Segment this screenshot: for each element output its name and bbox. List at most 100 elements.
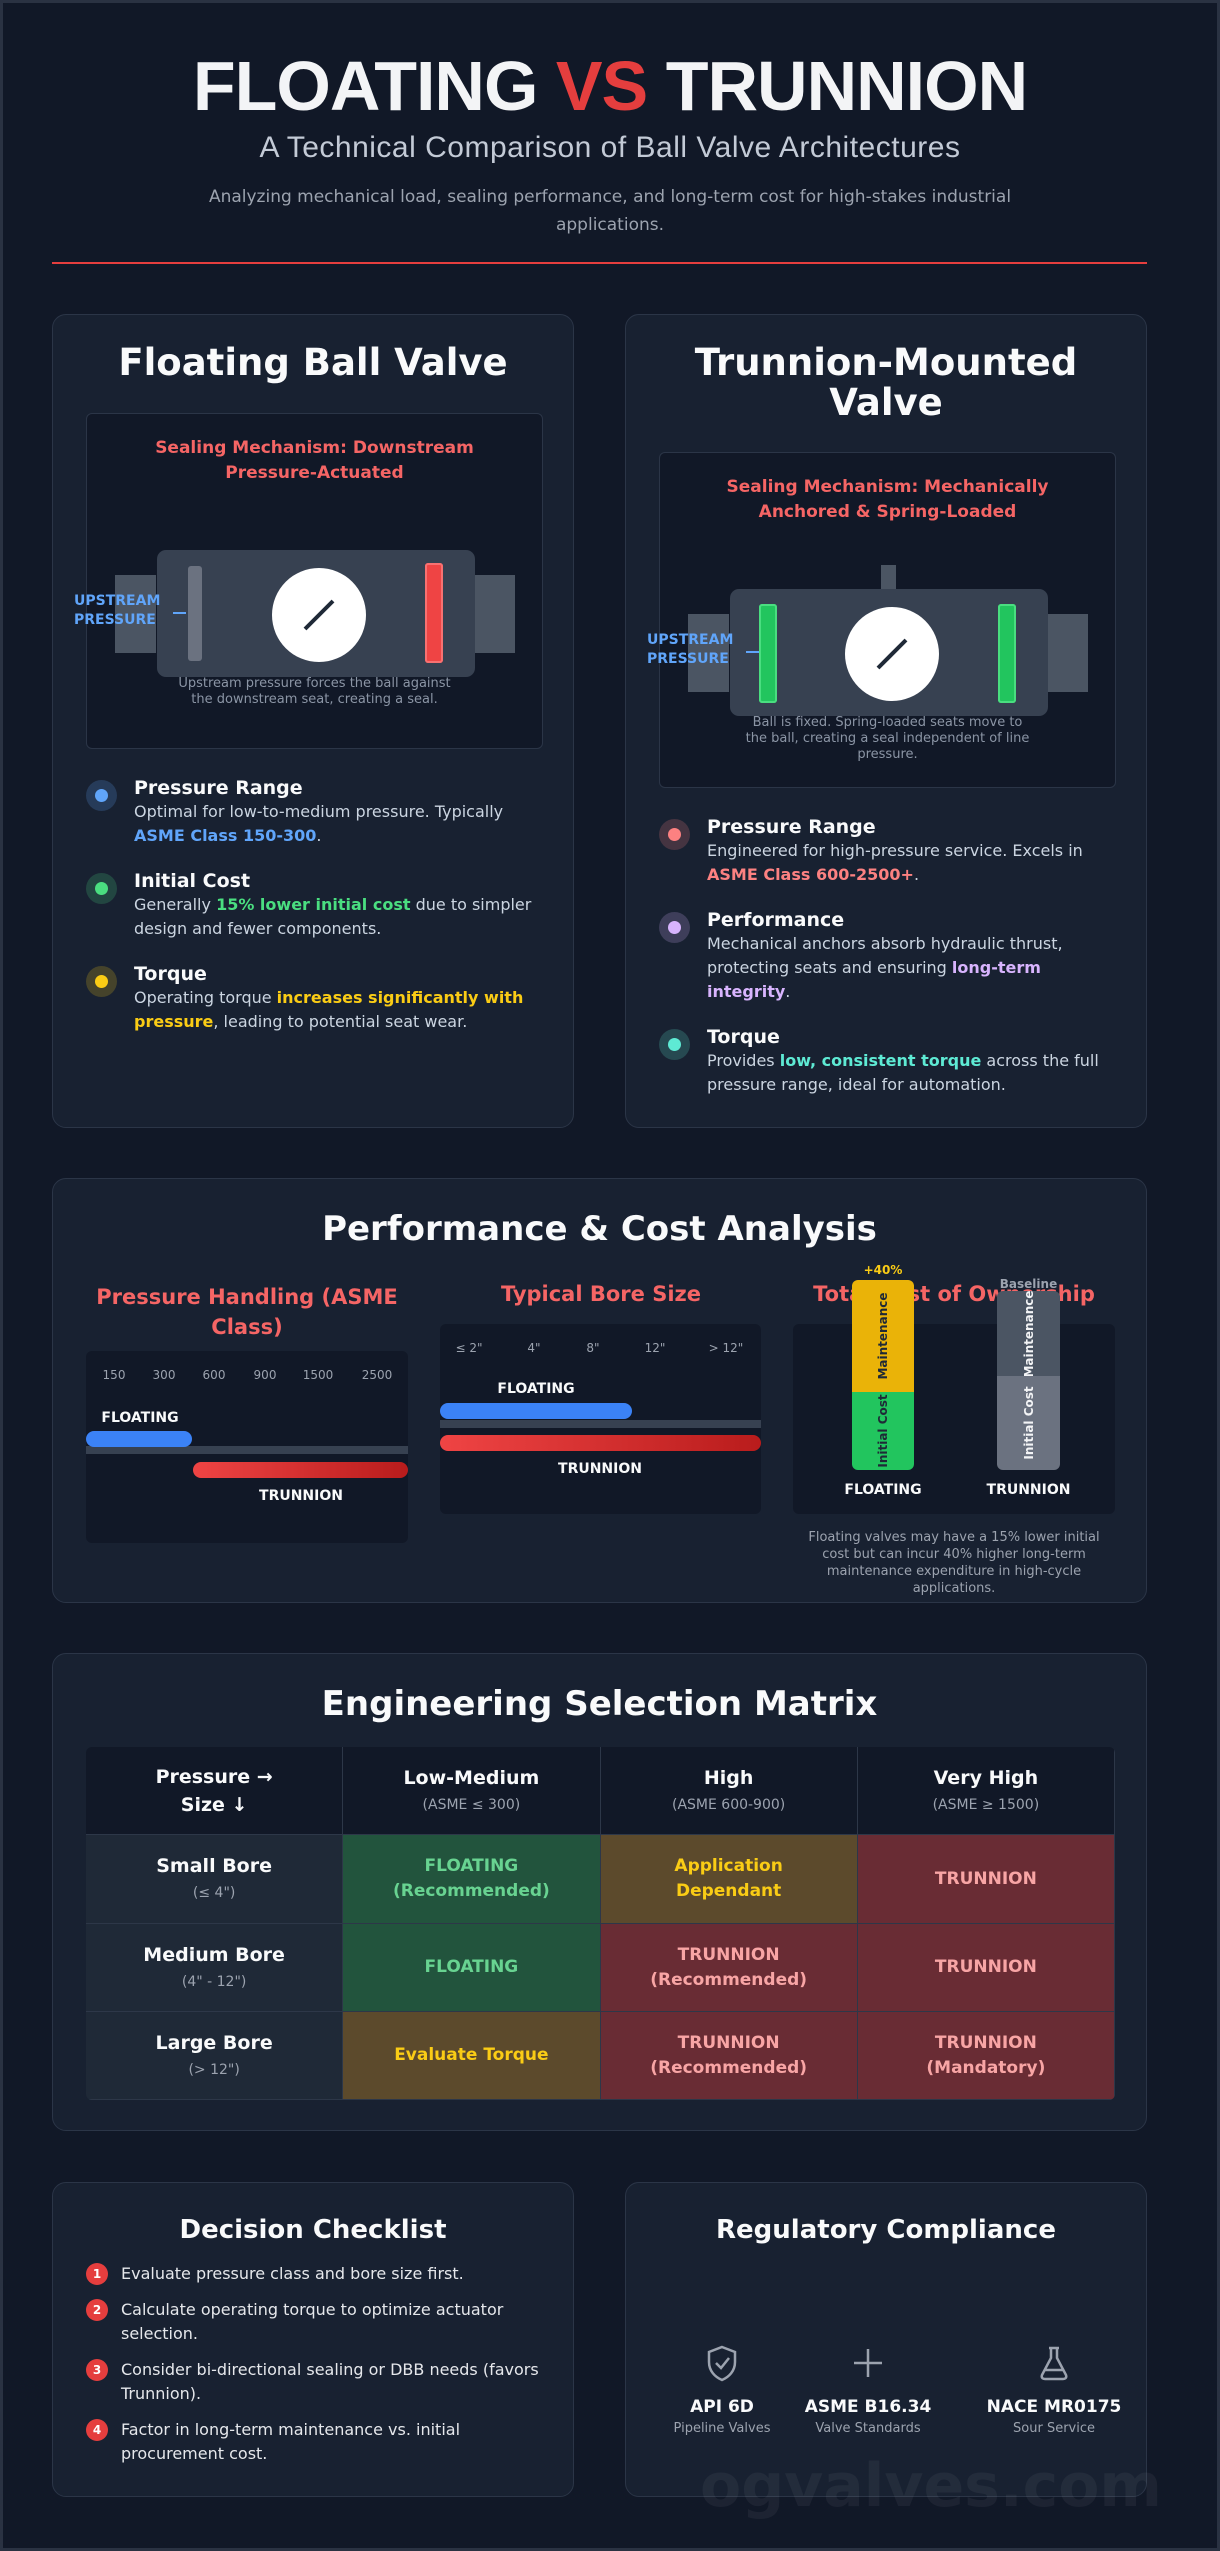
feature-text: . bbox=[316, 826, 322, 845]
item-number: 3 bbox=[86, 2359, 108, 2381]
row-title: Large Bore bbox=[155, 2031, 273, 2054]
column-title: Low-Medium bbox=[403, 1766, 540, 1789]
cost-panel: FLOATING TRUNNION bbox=[793, 1324, 1115, 1514]
compliance-title: Regulatory Compliance bbox=[716, 2215, 1056, 2245]
cell-text: TRUNNION (Recommended) bbox=[650, 1944, 808, 1990]
pipe bbox=[115, 575, 156, 653]
standard-name: ASME B16.34 bbox=[804, 2397, 932, 2417]
cost-bar: Maintenance Initial Cost bbox=[997, 1291, 1060, 1470]
matrix-cell: FLOATING (Recommended) bbox=[343, 1835, 601, 1924]
upstream-arrow bbox=[173, 612, 186, 614]
row-title: Medium Bore bbox=[143, 1943, 285, 1966]
floating-range bbox=[86, 1431, 192, 1447]
feature-icon bbox=[659, 819, 690, 850]
tick-label: 150 bbox=[102, 1368, 126, 1382]
tick-label: 2500 bbox=[361, 1368, 393, 1382]
feature-icon bbox=[86, 780, 117, 811]
matrix-cell: Application Dependant bbox=[600, 1835, 858, 1924]
cell-text: Evaluate Torque bbox=[394, 2045, 549, 2065]
feature-icon-dot bbox=[95, 975, 108, 988]
checklist-title: Decision Checklist bbox=[179, 2215, 447, 2245]
standard: API 6D Pipeline Valves bbox=[622, 2183, 822, 2498]
matrix-cell: Evaluate Torque bbox=[343, 2012, 601, 2100]
item-text: Consider bi-directional sealing or DBB n… bbox=[121, 2360, 539, 2403]
upstream-label: UPSTREAM PRESSURE bbox=[74, 593, 161, 628]
card-title: Floating Ball Valve bbox=[118, 341, 508, 384]
standard-sub: Sour Service bbox=[1013, 2421, 1095, 2436]
item-text: Evaluate pressure class and bore size fi… bbox=[121, 2264, 464, 2283]
segment-label: Initial Cost bbox=[1021, 1386, 1036, 1460]
subtitle: A Technical Comparison of Ball Valve Arc… bbox=[259, 131, 961, 164]
tick-label: 300 bbox=[152, 1368, 176, 1382]
feature-title: Pressure Range bbox=[134, 777, 303, 799]
feature-text: Mechanical anchors absorb hydraulic thru… bbox=[707, 934, 1063, 977]
feature-text: . bbox=[785, 982, 791, 1001]
valve-ball bbox=[845, 607, 939, 701]
feature-highlight: ASME Class 150-300 bbox=[134, 826, 317, 845]
tick-label: > 12" bbox=[708, 1341, 744, 1355]
column-sub: (ASME ≤ 300) bbox=[422, 1796, 521, 1813]
cell-text: TRUNNION bbox=[934, 1868, 1037, 1889]
valve-ball bbox=[272, 568, 366, 662]
valve-seat bbox=[998, 604, 1016, 703]
corner-label: Pressure → bbox=[155, 1765, 273, 1788]
cell-text: Application Dependant bbox=[674, 1856, 783, 1901]
tick-label: 12" bbox=[644, 1341, 666, 1355]
standard-name: NACE MR0175 bbox=[986, 2397, 1122, 2417]
tick-label: ≤ 2" bbox=[455, 1341, 483, 1355]
feature-icon-dot bbox=[95, 882, 108, 895]
maintenance-segment: Maintenance bbox=[852, 1280, 914, 1392]
divider bbox=[52, 262, 1147, 264]
item-text: Factor in long-term maintenance vs. init… bbox=[121, 2420, 461, 2463]
standard: NACE MR0175 Sour Service bbox=[954, 2183, 1154, 2498]
feature-description: Provides low, consistent torque across t… bbox=[707, 1049, 1127, 1097]
floating-range bbox=[440, 1403, 632, 1419]
valve-card: Trunnion-Mounted Valve Sealing Mechanism:… bbox=[625, 314, 1147, 1128]
feature-icon-dot bbox=[668, 1038, 681, 1051]
column-sub: (ASME ≥ 1500) bbox=[932, 1796, 1040, 1813]
feature-highlight: low, consistent torque bbox=[779, 1051, 982, 1070]
feature-title: Performance bbox=[707, 909, 845, 931]
pipe bbox=[688, 614, 729, 692]
feature-text: Provides bbox=[707, 1051, 780, 1070]
column-title: High bbox=[703, 1766, 754, 1789]
tick-label: 4" bbox=[527, 1341, 541, 1355]
row-sub: (4" - 12") bbox=[181, 1973, 247, 1990]
trunnion-range bbox=[193, 1462, 408, 1478]
valve-seat bbox=[425, 563, 443, 663]
tick-label: 1500 bbox=[302, 1368, 334, 1382]
valve-card: Floating Ball Valve Sealing Mechanism: Do… bbox=[52, 314, 574, 1128]
panel-title: Typical Bore Size bbox=[500, 1282, 701, 1306]
matrix-cell: TRUNNION bbox=[857, 1835, 1115, 1924]
feature: Torque Provides low, consistent torque ac… bbox=[626, 1025, 1146, 1097]
upstream-arrow bbox=[746, 651, 759, 653]
feature-description: Mechanical anchors absorb hydraulic thru… bbox=[707, 932, 1127, 1004]
bar-label: FLOATING bbox=[497, 1381, 575, 1397]
corner-label: Size ↓ bbox=[180, 1793, 248, 1816]
valve-seat bbox=[188, 566, 202, 661]
checklist-item: 3 Consider bi-directional sealing or DBB … bbox=[53, 2358, 551, 2406]
checklist-item: 2 Calculate operating torque to optimize … bbox=[53, 2298, 551, 2346]
feature-title: Torque bbox=[134, 963, 207, 985]
upstream-label: UPSTREAM PRESSURE bbox=[647, 632, 734, 667]
column-header: Low-Medium (ASME ≤ 300) bbox=[343, 1747, 601, 1835]
title-part: TRUNNION bbox=[665, 47, 1028, 125]
matrix-cell: TRUNNION (Recommended) bbox=[600, 1924, 858, 2012]
watermark: ogvalves.com bbox=[700, 2451, 1162, 2521]
matrix-cell: TRUNNION (Mandatory) bbox=[857, 2012, 1115, 2100]
diagram-box: Sealing Mechanism: Mechanically Anchored… bbox=[647, 452, 1116, 788]
feature-text: due to simpler design and fewer componen… bbox=[134, 895, 532, 938]
cell-text: TRUNNION (Mandatory) bbox=[926, 2032, 1046, 2078]
feature-list: Pressure Range Engineered for high-pressu… bbox=[626, 815, 1146, 1118]
performance-section: Performance & Cost Analysis Pressure Hand… bbox=[52, 1178, 1147, 1603]
column-header: High (ASME 600-900) bbox=[600, 1747, 858, 1835]
item-text: Calculate operating torque to optimize a… bbox=[121, 2300, 504, 2343]
feature-highlight: long-term integrity bbox=[707, 958, 1041, 1001]
cell-text: TRUNNION (Recommended) bbox=[650, 2032, 808, 2078]
tick-label: 600 bbox=[202, 1368, 226, 1382]
feature-icon bbox=[659, 912, 690, 943]
column-header: Very High (ASME ≥ 1500) bbox=[857, 1747, 1115, 1835]
checklist: 1 Evaluate pressure class and bore size f… bbox=[53, 2262, 573, 2478]
cost-bar: Maintenance Initial Cost bbox=[852, 1280, 914, 1470]
valve-seat bbox=[759, 604, 777, 703]
